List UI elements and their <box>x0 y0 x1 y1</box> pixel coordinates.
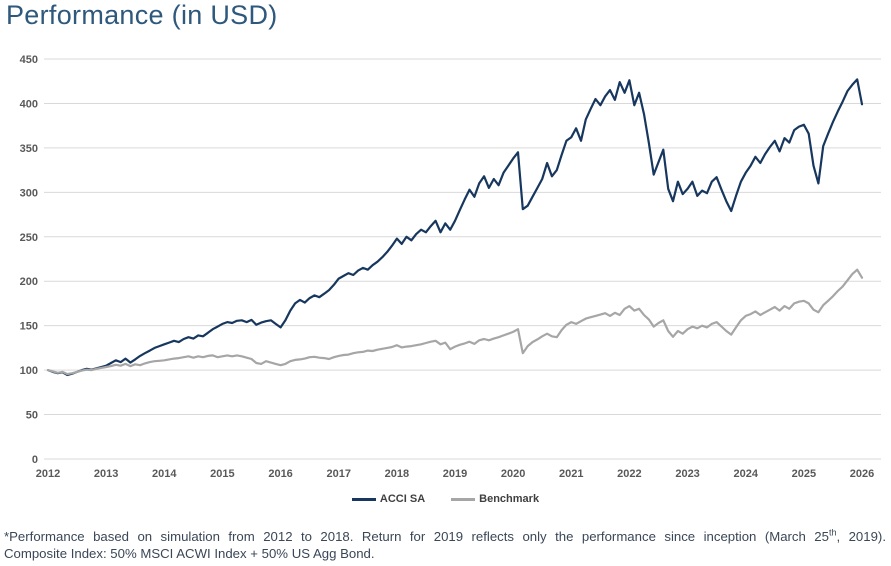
series-line-benchmark <box>46 268 864 376</box>
x-tick-label: 2025 <box>792 468 816 480</box>
legend-item: Benchmark <box>451 493 539 505</box>
performance-chart: 0 50 100 150 200 250 300 350 400 450 2012 2013 2014 2… <box>20 54 881 480</box>
footnote: *Performance based on simulation from 20… <box>4 528 886 562</box>
x-tick-label: 2023 <box>675 468 699 480</box>
x-tick-label: 2016 <box>268 468 292 480</box>
footnote-line-2: Composite Index: 50% MSCI ACWI Index + 5… <box>4 546 375 561</box>
y-tick-label: 250 <box>20 232 38 244</box>
footnote-text-2: , 2019). <box>836 529 886 544</box>
x-tick-label: 2018 <box>385 468 409 480</box>
x-tick-label: 2024 <box>733 468 758 480</box>
x-tick-label: 2022 <box>617 468 641 480</box>
x-tick-label: 2015 <box>210 468 234 480</box>
x-tick-label: 2013 <box>94 468 118 480</box>
y-tick-label: 100 <box>20 365 38 377</box>
footnote-superscript: th <box>828 527 837 538</box>
x-tick-label: 2017 <box>326 468 350 480</box>
x-tick-label: 2019 <box>443 468 467 480</box>
x-tick-label: 2014 <box>152 468 177 480</box>
legend-label: Benchmark <box>479 493 540 505</box>
x-tick-label: 2026 <box>850 468 874 480</box>
y-tick-label: 150 <box>20 321 38 333</box>
footnote-line-1: *Performance based on simulation from 20… <box>4 528 886 545</box>
y-tick-label: 450 <box>20 54 38 66</box>
x-tick-label: 2021 <box>559 468 583 480</box>
y-tick-label: 300 <box>20 187 38 199</box>
y-tick-label: 350 <box>20 143 38 155</box>
legend-item: ACCI SA <box>351 493 426 505</box>
series-line-acci-sa <box>46 78 864 377</box>
chart-legend: ACCI SA Benchmark <box>0 493 891 505</box>
footnote-text-1: *Performance based on simulation from 20… <box>4 529 829 544</box>
y-tick-label: 50 <box>26 410 38 422</box>
y-tick-label: 200 <box>20 276 38 288</box>
y-tick-label: 0 <box>32 454 38 466</box>
legend-label: ACCI SA <box>379 493 426 505</box>
x-tick-label: 2012 <box>36 468 60 480</box>
legend-swatch <box>351 497 376 501</box>
y-tick-label: 400 <box>20 98 38 110</box>
x-tick-label: 2020 <box>501 468 525 480</box>
page-title: Performance (in USD) <box>6 0 278 30</box>
legend-swatch <box>451 497 476 501</box>
